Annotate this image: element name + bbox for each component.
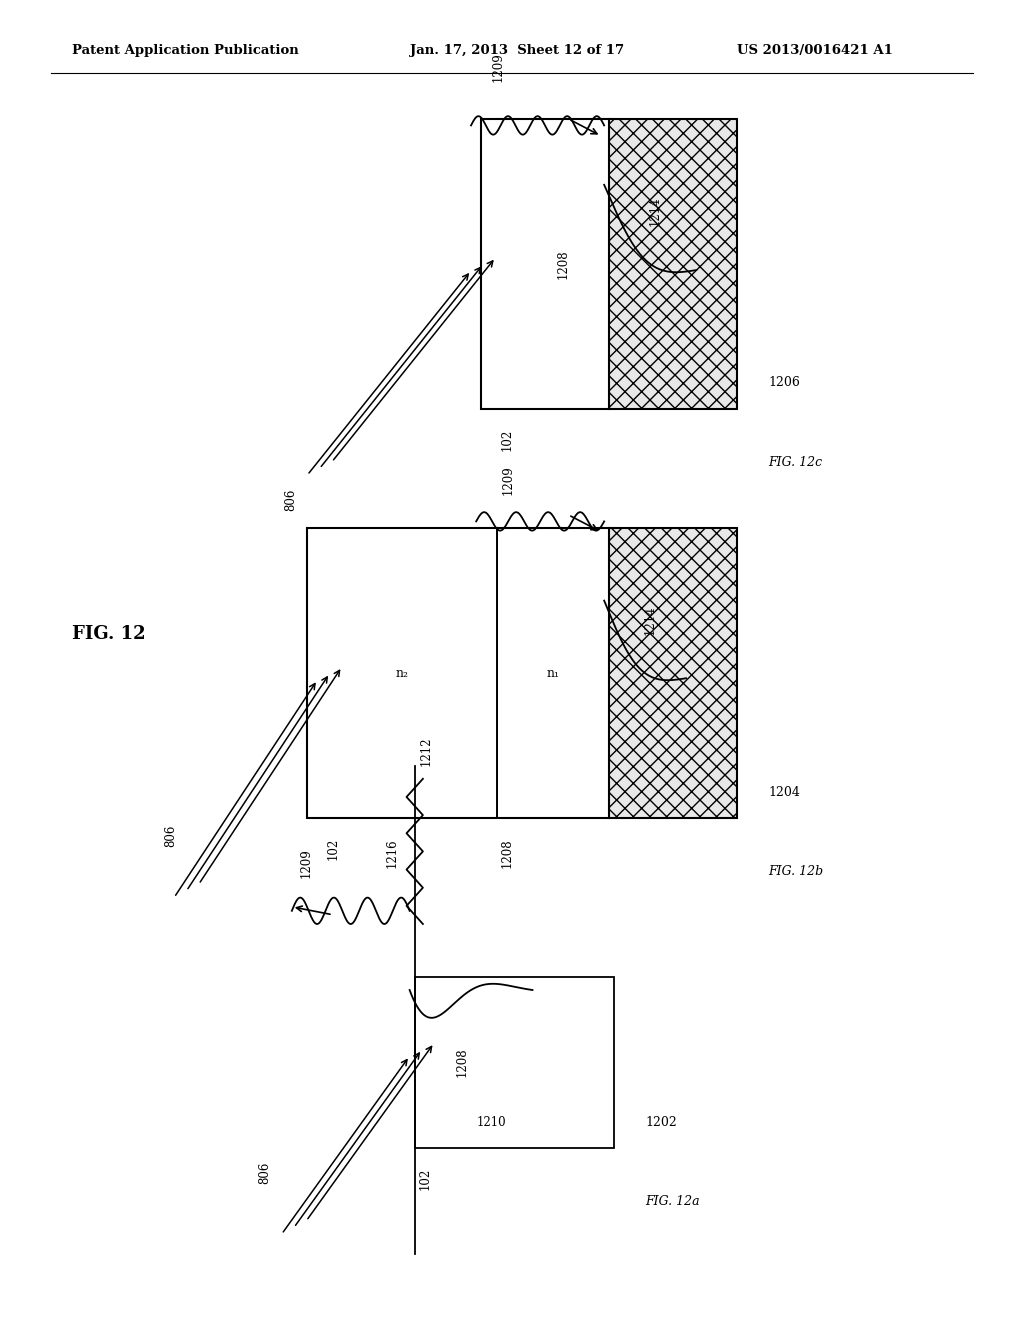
Text: 102: 102 xyxy=(327,838,339,861)
Text: 1210: 1210 xyxy=(476,1115,506,1129)
Bar xyxy=(415,977,614,1148)
Text: FIG. 12: FIG. 12 xyxy=(72,624,145,643)
Text: 1209: 1209 xyxy=(299,847,312,878)
Text: Patent Application Publication: Patent Application Publication xyxy=(72,44,298,57)
Text: 1216: 1216 xyxy=(385,838,398,867)
Bar xyxy=(307,528,737,818)
Text: 806: 806 xyxy=(258,1162,271,1184)
Text: 1202: 1202 xyxy=(645,1115,677,1129)
Text: 1204: 1204 xyxy=(768,785,800,799)
Text: FIG. 12c: FIG. 12c xyxy=(768,455,822,469)
Text: 1212: 1212 xyxy=(420,737,433,766)
Text: 102: 102 xyxy=(501,429,513,451)
Text: 1209: 1209 xyxy=(502,465,515,495)
Text: 102: 102 xyxy=(419,1168,431,1191)
Text: 806: 806 xyxy=(284,488,297,511)
Text: Jan. 17, 2013  Sheet 12 of 17: Jan. 17, 2013 Sheet 12 of 17 xyxy=(410,44,624,57)
Text: FIG. 12a: FIG. 12a xyxy=(645,1195,699,1208)
Text: 1206: 1206 xyxy=(768,376,800,389)
Text: n₂: n₂ xyxy=(395,667,409,680)
Text: US 2013/0016421 A1: US 2013/0016421 A1 xyxy=(737,44,893,57)
Text: 1208: 1208 xyxy=(501,838,513,867)
Bar xyxy=(609,119,737,409)
Text: 1214: 1214 xyxy=(644,606,656,635)
Text: 1208: 1208 xyxy=(456,1048,469,1077)
Text: 1209: 1209 xyxy=(492,51,505,82)
Text: 1208: 1208 xyxy=(557,249,569,279)
Text: FIG. 12b: FIG. 12b xyxy=(768,865,823,878)
Bar xyxy=(481,119,737,409)
Text: n₁: n₁ xyxy=(547,667,559,680)
Bar xyxy=(307,528,497,818)
Bar xyxy=(481,119,609,409)
Text: 806: 806 xyxy=(164,825,177,847)
Bar xyxy=(609,528,737,818)
Text: 1214: 1214 xyxy=(649,197,662,226)
Bar xyxy=(497,528,609,818)
